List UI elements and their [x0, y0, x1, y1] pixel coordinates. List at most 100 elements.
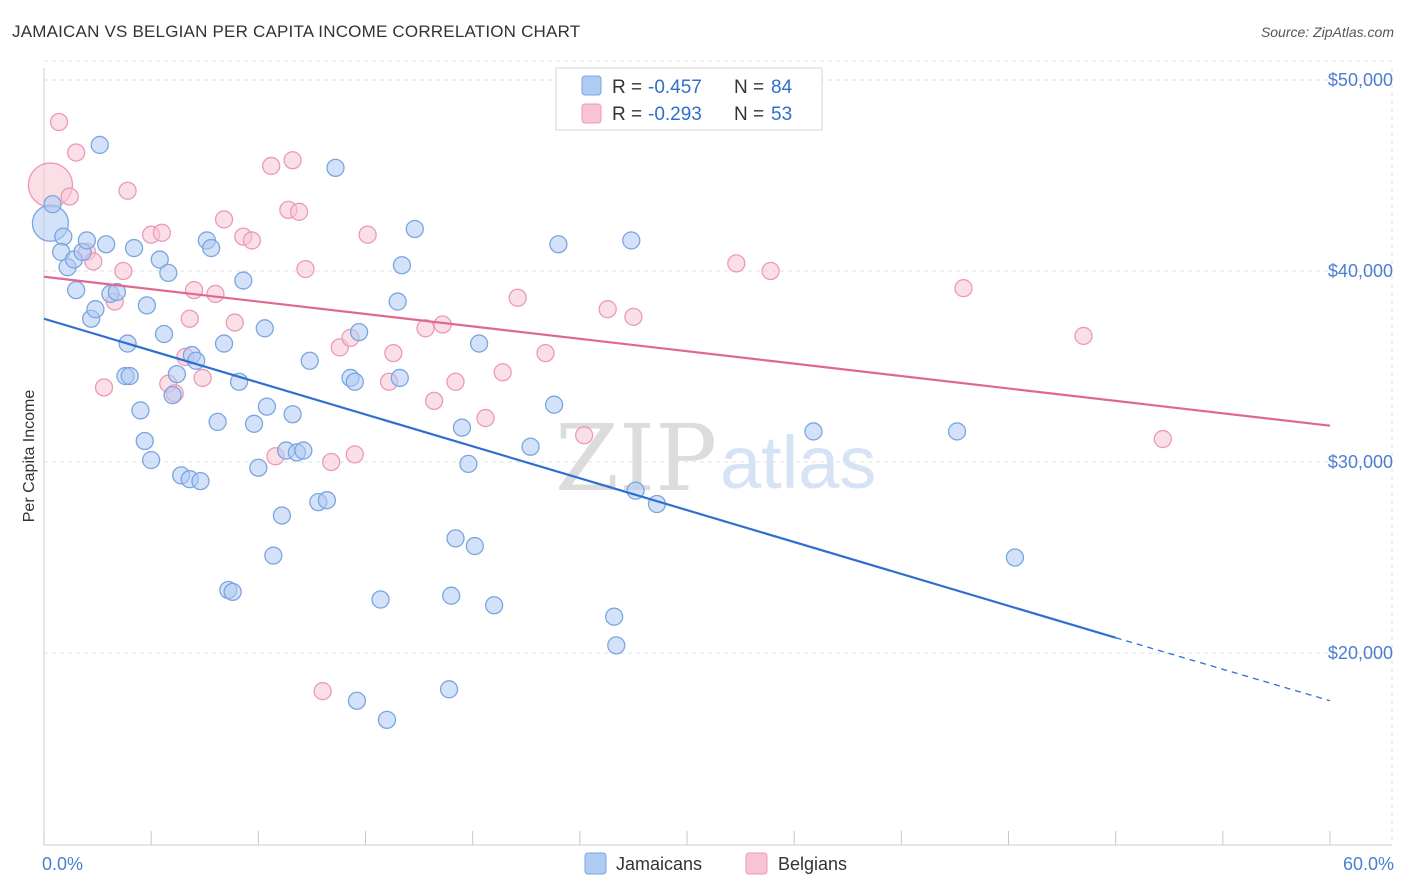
- jamaicans-point: [120, 366, 139, 386]
- jamaicans-trendline: [43, 317, 1116, 639]
- belgians-point: [49, 112, 69, 132]
- jamaicans-point: [202, 238, 221, 258]
- legend-r-label-jamaicans: R =: [612, 77, 642, 98]
- legend-swatch-jamaicans: [581, 75, 602, 96]
- y-axis-tick-labels: $20,000 $30,000 $40,000 $50,000: [1328, 70, 1393, 663]
- jamaicans-point: [469, 334, 489, 353]
- x-axis-tick-labels: 0.0% 60.0%: [42, 854, 1394, 874]
- legend-swatch-belgians: [581, 103, 602, 124]
- belgians-point: [345, 445, 364, 464]
- jamaicans-point: [249, 458, 268, 477]
- grid-lines: [44, 60, 1393, 845]
- legend-r-label-belgians: R =: [612, 104, 642, 125]
- belgians-point: [152, 223, 172, 242]
- belgians-trendline: [43, 275, 1331, 427]
- jamaicans-point: [283, 405, 302, 424]
- jamaicans-point: [345, 372, 364, 391]
- belgians-point: [193, 368, 212, 388]
- jamaicans-point: [544, 395, 564, 414]
- jamaicans-point: [294, 441, 313, 460]
- bottom-legend-label-belgians: Belgians: [778, 854, 847, 874]
- bottom-legend-swatch-jamaicans: [584, 852, 607, 875]
- jamaicans-point: [622, 231, 641, 250]
- jamaicans-point: [439, 680, 459, 699]
- belgians-point: [225, 313, 244, 332]
- belgians-point: [242, 231, 262, 250]
- trendlines: [43, 275, 1331, 702]
- belgians-point: [954, 279, 973, 298]
- jamaicans-point: [947, 422, 967, 441]
- watermark: ZIP atlas: [555, 405, 876, 512]
- y-tick-label: $40,000: [1328, 261, 1393, 281]
- jamaicans-point: [804, 422, 823, 441]
- jamaicans-point: [150, 250, 169, 269]
- jamaicans-trendline-extension: [1115, 637, 1331, 702]
- jamaicans-point: [604, 607, 624, 626]
- belgians-point: [508, 288, 527, 307]
- jamaicans-point: [163, 385, 182, 405]
- jamaicans-point: [1005, 548, 1025, 567]
- belgians-point: [493, 363, 512, 382]
- legend-r-value-jamaicans: -0.457: [648, 77, 702, 98]
- jamaicans-point: [191, 471, 210, 491]
- jamaicans-point: [347, 691, 367, 710]
- belgians-point: [184, 280, 204, 300]
- jamaicans-point: [465, 536, 484, 556]
- jamaicans-point: [446, 529, 465, 548]
- belgians-point: [283, 151, 302, 170]
- legend-n-label-jamaicans: N =: [734, 77, 764, 98]
- belgians-point: [322, 452, 341, 472]
- jamaicans-point: [135, 431, 154, 451]
- jamaicans-point: [549, 235, 568, 254]
- series-legend: Jamaicans Belgians: [584, 852, 847, 875]
- y-tick-label: $50,000: [1328, 70, 1393, 90]
- jamaicans-point: [43, 194, 62, 214]
- jamaicans-point: [317, 491, 337, 510]
- belgians-point: [262, 156, 281, 176]
- belgians-point: [384, 343, 403, 363]
- jamaicans-point: [131, 401, 150, 420]
- jamaicans-point: [272, 506, 292, 525]
- belgians-point: [94, 378, 114, 397]
- jamaicans-point: [388, 292, 407, 311]
- belgians-point: [424, 391, 444, 411]
- jamaicans-point: [452, 418, 472, 437]
- jamaicans-point: [626, 481, 645, 500]
- jamaicans-point: [300, 351, 319, 370]
- belgians-point: [296, 259, 315, 279]
- belgians-point: [574, 426, 594, 445]
- jamaicans-point: [90, 135, 109, 155]
- belgians-point: [476, 408, 495, 428]
- jamaicans-point: [124, 238, 144, 258]
- jamaicans-point: [214, 334, 234, 353]
- jamaicans-point: [255, 319, 274, 338]
- belgians-point: [446, 372, 465, 391]
- y-tick-label: $20,000: [1328, 643, 1393, 663]
- jamaicans-point: [392, 256, 412, 275]
- jamaicans-point: [159, 263, 178, 283]
- belgians-point: [214, 210, 234, 229]
- jamaicans-point: [154, 324, 174, 344]
- jamaicans-point: [377, 710, 397, 729]
- belgians-point: [358, 225, 377, 244]
- legend-r-value-belgians: -0.293: [648, 104, 702, 125]
- belgians-point: [1074, 326, 1093, 346]
- chart-source: Source: ZipAtlas.com: [1260, 24, 1394, 40]
- x-tick-label: 60.0%: [1343, 854, 1394, 874]
- jamaicans-point: [390, 368, 409, 388]
- jamaicans-point: [484, 596, 504, 615]
- belgians-point: [206, 284, 225, 304]
- x-tick-label: 0.0%: [42, 854, 83, 874]
- jamaicans-point: [442, 586, 461, 605]
- jamaicans-point: [244, 414, 264, 433]
- jamaicans-point: [326, 158, 345, 178]
- bottom-legend-label-jamaicans: Jamaicans: [616, 854, 702, 874]
- jamaicans-point: [167, 364, 187, 384]
- jamaicans-point: [371, 590, 390, 609]
- belgians-point: [313, 682, 332, 701]
- y-axis-label: Per Capita Income: [21, 390, 38, 523]
- jamaicans-point: [54, 227, 73, 246]
- belgians-point: [598, 300, 617, 319]
- legend-n-label-belgians: N =: [734, 104, 764, 125]
- belgians-point: [761, 261, 780, 281]
